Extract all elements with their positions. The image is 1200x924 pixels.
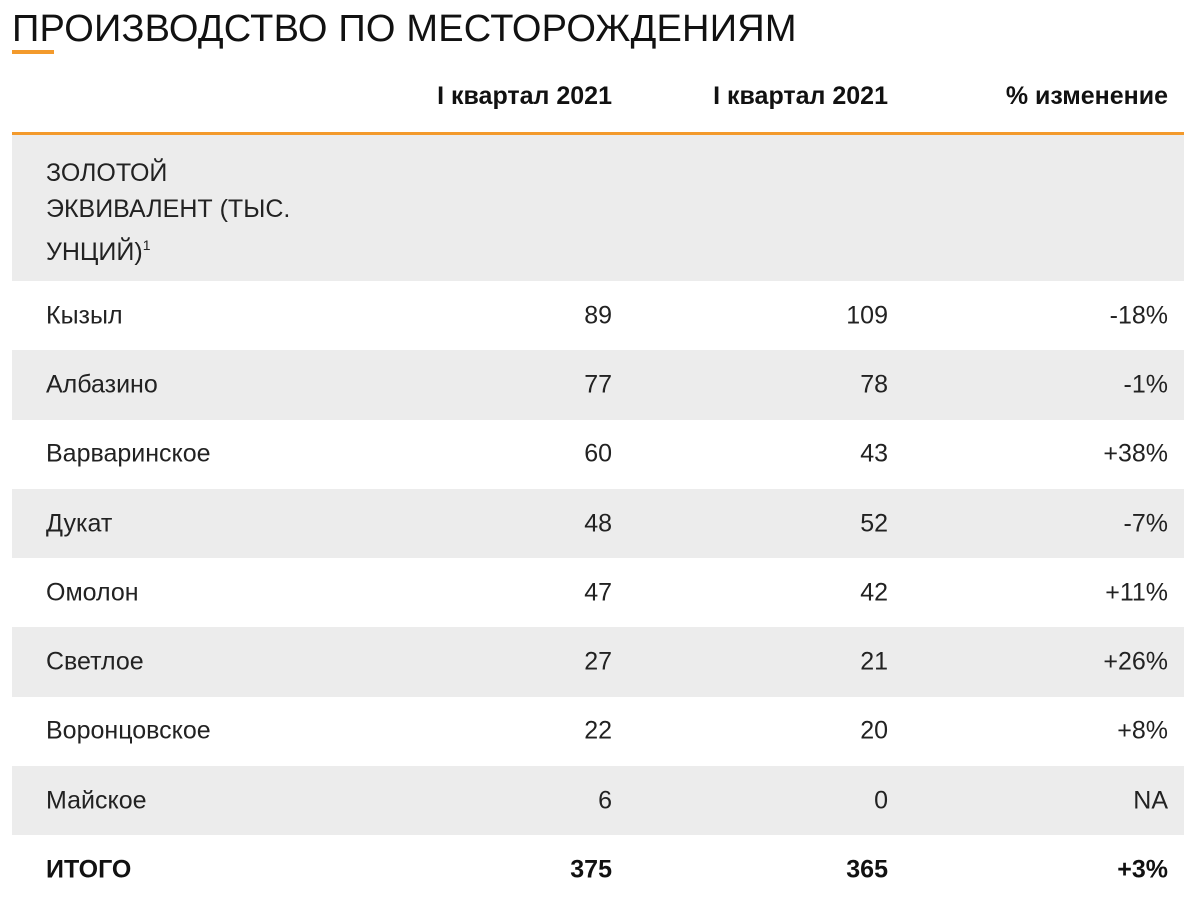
- row-value-2: 78: [860, 370, 888, 399]
- title-accent-underline: [12, 50, 54, 54]
- header-accent-rule: [12, 132, 1184, 135]
- row-change: +8%: [1117, 716, 1168, 745]
- section-label-line3-wrap: УНЦИЙ)1: [46, 227, 346, 270]
- production-table: I квартал 2021 I квартал 2021 % изменени…: [12, 62, 1184, 905]
- row-value-2: 42: [860, 578, 888, 607]
- row-value-1: 27: [584, 647, 612, 676]
- section-footnote-marker: 1: [142, 237, 151, 253]
- section-label-line1: ЗОЛОТОЙ: [46, 159, 168, 187]
- row-value-2: 0: [874, 786, 888, 815]
- total-value-2: 365: [846, 855, 888, 884]
- table-row: Воронцовское 22 20 +8%: [12, 697, 1184, 766]
- table-row: Варваринское 60 43 +38%: [12, 420, 1184, 489]
- row-change: +38%: [1103, 439, 1168, 468]
- row-name: Омолон: [46, 578, 139, 607]
- header-col-q1-2021-second: I квартал 2021: [713, 82, 888, 110]
- row-value-1: 48: [584, 509, 612, 538]
- row-value-1: 47: [584, 578, 612, 607]
- section-label-line2: ЭКВИВАЛЕНТ (ТЫС.: [46, 195, 291, 223]
- row-value-2: 52: [860, 509, 888, 538]
- row-change: -7%: [1123, 509, 1168, 538]
- table-header-row: I квартал 2021 I квартал 2021 % изменени…: [12, 62, 1184, 132]
- row-name: Воронцовское: [46, 716, 211, 745]
- total-name: ИТОГО: [46, 855, 132, 884]
- row-value-2: 109: [846, 301, 888, 330]
- section-label-line3: УНЦИЙ): [46, 238, 143, 266]
- row-value-1: 60: [584, 439, 612, 468]
- row-value-1: 89: [584, 301, 612, 330]
- table-row: Албазино 77 78 -1%: [12, 350, 1184, 420]
- row-change: -1%: [1123, 370, 1168, 399]
- row-name: Дукат: [46, 509, 113, 538]
- table-row: Майское 6 0 NA: [12, 766, 1184, 836]
- total-value-1: 375: [570, 855, 612, 884]
- header-col-change: % изменение: [1005, 82, 1168, 110]
- page-title: ПРОИЗВОДСТВО ПО МЕСТОРОЖДЕНИЯМ: [12, 8, 797, 50]
- row-change: -18%: [1109, 301, 1168, 330]
- row-value-1: 6: [598, 786, 612, 815]
- row-name: Светлое: [46, 647, 144, 676]
- total-change: +3%: [1117, 855, 1168, 884]
- section-label: ЗОЛОТОЙ ЭКВИВАЛЕНТ (ТЫС. УНЦИЙ)1: [46, 155, 346, 270]
- row-change: +26%: [1103, 647, 1168, 676]
- row-name: Кызыл: [46, 301, 123, 330]
- row-name: Майское: [46, 786, 147, 815]
- row-value-2: 20: [860, 716, 888, 745]
- header-col-q1-2021: I квартал 2021: [437, 82, 612, 110]
- row-change: NA: [1133, 786, 1168, 815]
- table-row: Дукат 48 52 -7%: [12, 488, 1184, 559]
- table-row: Омолон 47 42 +11%: [12, 558, 1184, 627]
- row-value-2: 43: [860, 439, 888, 468]
- row-name: Варваринское: [46, 439, 211, 468]
- row-value-2: 21: [860, 647, 888, 676]
- row-value-1: 22: [584, 716, 612, 745]
- row-name: Албазино: [46, 370, 158, 399]
- section-gold-equivalent: ЗОЛОТОЙ ЭКВИВАЛЕНТ (ТЫС. УНЦИЙ)1: [12, 135, 1184, 281]
- row-value-1: 77: [584, 370, 612, 399]
- table-row-total: ИТОГО 375 365 +3%: [12, 835, 1184, 904]
- table-row: Кызыл 89 109 -18%: [12, 281, 1184, 350]
- table-row: Светлое 27 21 +26%: [12, 627, 1184, 697]
- row-change: +11%: [1105, 578, 1168, 607]
